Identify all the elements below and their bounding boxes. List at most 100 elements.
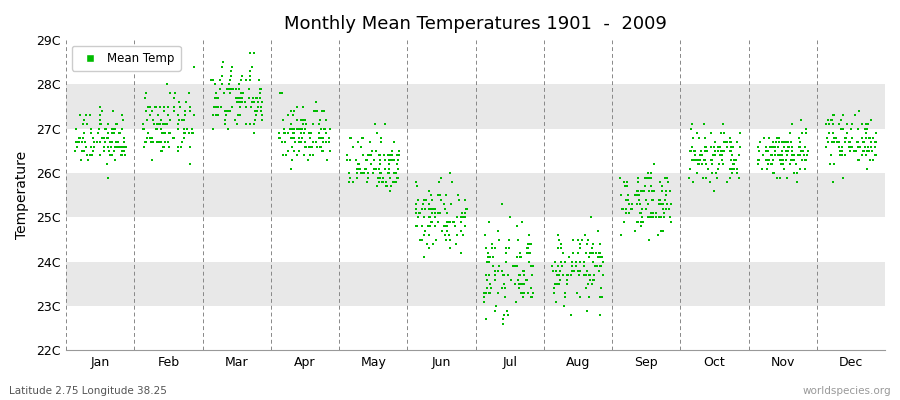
Point	[710, 148, 724, 154]
Point	[432, 192, 446, 198]
Point	[220, 86, 234, 92]
Point	[565, 236, 580, 243]
Point	[684, 148, 698, 154]
Point	[458, 214, 473, 221]
Point	[792, 134, 806, 141]
Point	[103, 139, 117, 145]
Point	[868, 152, 882, 158]
Point	[388, 179, 402, 185]
Point	[239, 121, 254, 128]
Point	[785, 121, 799, 128]
Point	[433, 192, 447, 198]
Point	[522, 258, 536, 265]
Point	[452, 196, 466, 203]
Point	[645, 214, 660, 221]
Point	[796, 148, 810, 154]
Point	[644, 196, 659, 203]
Point	[371, 174, 385, 181]
Point	[710, 148, 724, 154]
Point	[682, 174, 697, 181]
Point	[171, 143, 185, 150]
Point	[621, 192, 635, 198]
Point	[596, 272, 610, 278]
Point	[206, 126, 220, 132]
Point	[436, 223, 451, 230]
Point	[340, 157, 355, 163]
Point	[767, 170, 781, 176]
Point	[826, 139, 841, 145]
Point	[720, 179, 734, 185]
Point	[229, 86, 243, 92]
Point	[765, 143, 779, 150]
Point	[638, 174, 652, 181]
Point	[172, 117, 186, 123]
Point	[93, 104, 107, 110]
Point	[624, 205, 638, 212]
Point	[287, 139, 302, 145]
Point	[630, 188, 644, 194]
Point	[428, 214, 443, 221]
Point	[482, 258, 497, 265]
Point	[698, 143, 713, 150]
Point	[555, 250, 570, 256]
Point	[824, 152, 838, 158]
Point	[343, 134, 357, 141]
Point	[391, 174, 405, 181]
Point	[595, 254, 609, 260]
Point	[552, 272, 566, 278]
Point	[318, 126, 332, 132]
Point	[774, 161, 788, 168]
Point	[658, 174, 672, 181]
Point	[360, 179, 374, 185]
Point	[391, 161, 405, 168]
Point	[109, 139, 123, 145]
Point	[206, 77, 220, 83]
Point	[548, 281, 562, 287]
Point	[762, 134, 777, 141]
Point	[418, 196, 433, 203]
Point	[358, 166, 373, 172]
Bar	[66, 40, 885, 84]
Point	[272, 134, 286, 141]
Point	[771, 134, 786, 141]
Point	[285, 143, 300, 150]
Point	[710, 174, 724, 181]
Point	[367, 157, 382, 163]
Point	[116, 148, 130, 154]
Point	[584, 250, 598, 256]
Point	[151, 112, 166, 119]
Point	[359, 157, 374, 163]
Point	[634, 219, 649, 225]
Point	[245, 99, 259, 105]
Point	[633, 201, 647, 207]
Point	[616, 205, 630, 212]
Point	[432, 210, 446, 216]
Point	[483, 254, 498, 260]
Point	[286, 112, 301, 119]
Point	[290, 126, 304, 132]
Point	[642, 174, 656, 181]
Point	[497, 281, 511, 287]
Point	[421, 223, 436, 230]
Point	[290, 117, 304, 123]
Point	[777, 139, 791, 145]
Point	[160, 81, 175, 88]
Point	[247, 50, 261, 57]
Point	[644, 210, 658, 216]
Point	[424, 219, 438, 225]
Point	[374, 139, 389, 145]
Point	[415, 223, 429, 230]
Point	[285, 130, 300, 136]
Point	[457, 214, 472, 221]
Point	[218, 121, 232, 128]
Point	[775, 157, 789, 163]
Point	[298, 126, 312, 132]
Point	[626, 205, 640, 212]
Point	[619, 210, 634, 216]
Point	[845, 121, 859, 128]
Point	[695, 161, 709, 168]
Point	[645, 196, 660, 203]
Point	[769, 139, 783, 145]
Point	[646, 214, 661, 221]
Point	[137, 126, 151, 132]
